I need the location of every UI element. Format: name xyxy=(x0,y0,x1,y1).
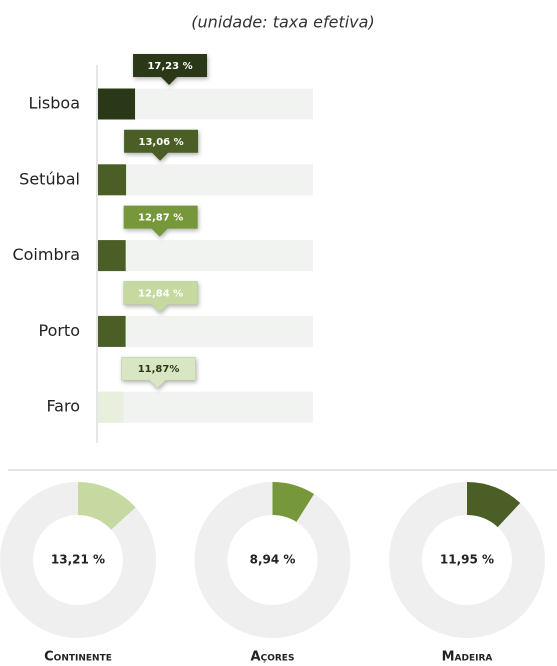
callout xyxy=(124,129,199,161)
value-label: 17,23 % xyxy=(147,61,192,72)
subtitle: (unidade: taxa efetiva) xyxy=(191,13,374,32)
callout xyxy=(121,356,196,389)
bar xyxy=(98,164,127,196)
value-label: 13,06 % xyxy=(139,137,184,148)
value-label: 11,87% xyxy=(138,364,180,375)
bar xyxy=(98,88,136,120)
value-label: 11,95 % xyxy=(440,553,494,567)
pie-title: Madeira xyxy=(442,650,493,665)
bar-track xyxy=(98,315,313,347)
donut-slice xyxy=(466,482,521,528)
callout xyxy=(123,281,198,313)
bar-track xyxy=(98,240,313,272)
callout xyxy=(123,205,198,237)
category-label: Setúbal xyxy=(19,169,80,188)
pie-title: Continente xyxy=(44,650,112,665)
bar-track xyxy=(98,391,313,423)
category-label: Faro xyxy=(46,397,80,416)
category-label: Lisboa xyxy=(29,94,80,113)
bar xyxy=(98,240,126,272)
category-label: Porto xyxy=(38,321,80,340)
value-label: 13,21 % xyxy=(51,553,105,567)
donut-slice xyxy=(271,482,315,523)
value-label: 8,94 % xyxy=(250,553,296,567)
bar-track xyxy=(98,164,313,196)
pie-title: Açores xyxy=(251,650,295,665)
callout xyxy=(133,54,208,85)
donut-slice xyxy=(77,482,136,531)
value-label: 12,87 % xyxy=(138,213,183,224)
bar xyxy=(98,315,126,347)
value-label: 12,84 % xyxy=(138,288,183,299)
bar xyxy=(98,391,124,423)
category-label: Coimbra xyxy=(12,245,80,264)
